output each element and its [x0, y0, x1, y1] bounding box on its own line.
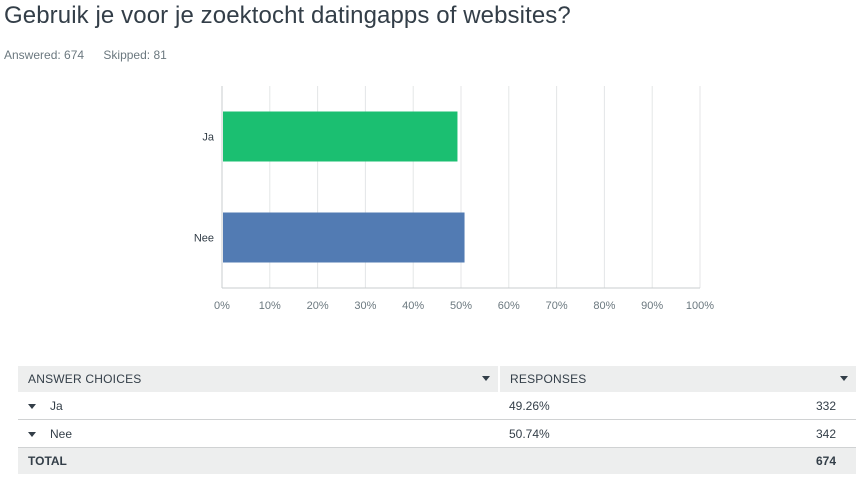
bar	[223, 212, 465, 263]
answer-choice-cell[interactable]: Ja	[18, 392, 499, 420]
total-count: 674	[678, 447, 856, 474]
bar-chart: 0% 10% 20% 30% 40% 50% 60% 70% 80% 90% 100% Ja Nee	[194, 86, 714, 312]
answer-choice-cell[interactable]: Nee	[18, 419, 499, 448]
x-tick-label: 40%	[402, 300, 424, 312]
answered-count: Answered: 674	[4, 48, 85, 62]
category-label: Nee	[194, 233, 214, 245]
response-count: 342	[678, 419, 856, 448]
total-label: TOTAL	[18, 447, 499, 474]
expand-caret-icon[interactable]	[28, 403, 36, 409]
question-title: Gebruik je voor je zoektocht datingapps …	[4, 2, 571, 29]
response-percent: 50.74%	[499, 419, 679, 448]
category-label: Ja	[202, 132, 215, 144]
table-row: Ja 49.26% 332	[18, 392, 856, 420]
responses-table: ANSWER CHOICES RESPONSES Ja 49.26% 332 N…	[18, 366, 856, 474]
answer-choices-header[interactable]: ANSWER CHOICES	[18, 366, 499, 392]
x-tick-label: 70%	[546, 300, 568, 312]
response-count: 332	[678, 392, 856, 420]
answer-choices-header-label: ANSWER CHOICES	[28, 372, 142, 386]
x-tick-label: 0%	[214, 300, 230, 312]
sort-caret-icon[interactable]	[840, 376, 848, 381]
sort-caret-icon[interactable]	[482, 376, 490, 381]
x-tick-label: 100%	[686, 300, 714, 312]
x-tick-label: 10%	[259, 300, 281, 312]
x-tick-label: 80%	[593, 300, 615, 312]
x-tick-label: 20%	[307, 300, 329, 312]
skipped-count: Skipped: 81	[103, 48, 167, 62]
x-tick-label: 90%	[641, 300, 663, 312]
answer-choice-label: Ja	[50, 398, 63, 413]
expand-caret-icon[interactable]	[28, 431, 36, 437]
bar	[223, 111, 458, 162]
x-tick-label: 60%	[498, 300, 520, 312]
answer-choice-label: Nee	[50, 426, 73, 441]
total-row: TOTAL 674	[18, 447, 856, 474]
response-percent: 49.26%	[499, 392, 679, 420]
response-stats: Answered: 674 Skipped: 81	[4, 48, 183, 62]
responses-header-label: RESPONSES	[510, 372, 587, 386]
x-tick-label: 50%	[450, 300, 472, 312]
table-row: Nee 50.74% 342	[18, 419, 856, 448]
responses-header[interactable]: RESPONSES	[498, 366, 856, 392]
x-tick-label: 30%	[354, 300, 376, 312]
